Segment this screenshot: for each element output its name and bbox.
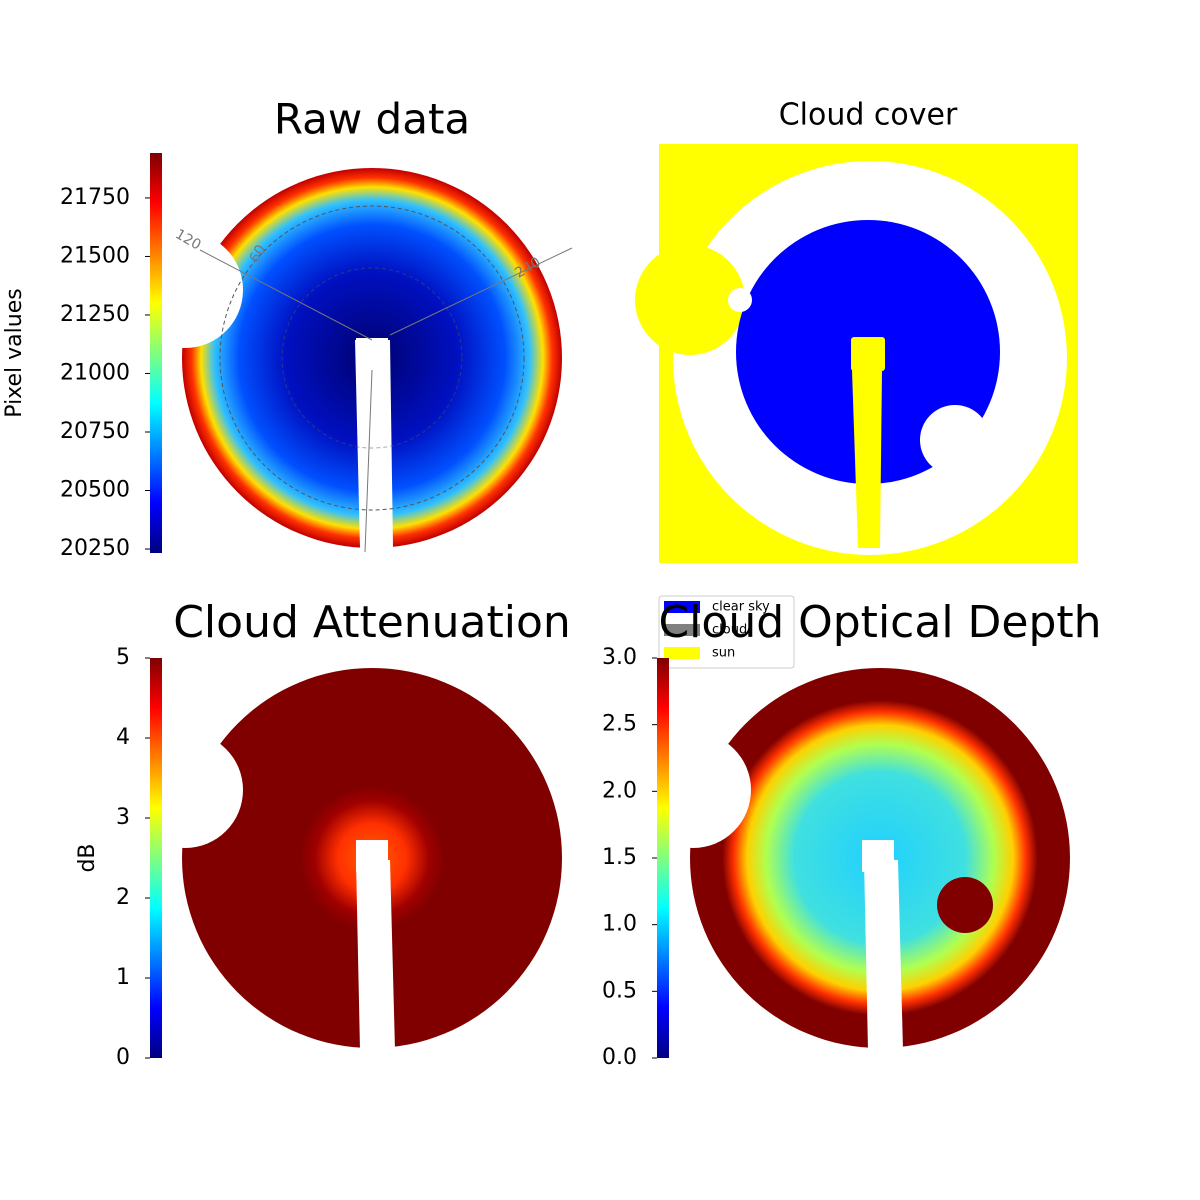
- colorbar-tick-label: 1: [116, 965, 130, 990]
- colorbar-tick-label: 21250: [60, 302, 130, 327]
- colorbar-tick-label: 0.5: [602, 978, 637, 1003]
- chart-title: Cloud Attenuation: [173, 597, 571, 648]
- colorbar-tick-label: 0: [116, 1045, 130, 1070]
- optical-depth-image: [635, 668, 1070, 1050]
- colorbar-tick-label: 4: [116, 725, 130, 750]
- legend-label: sun: [712, 646, 735, 661]
- colorbar-tick-label: 20750: [60, 419, 130, 444]
- colorbar: [150, 658, 162, 1058]
- colorbar: [657, 658, 669, 1058]
- colorbar: [150, 153, 162, 553]
- legend-label: cloud: [712, 623, 747, 638]
- legend-label: clear sky: [712, 600, 770, 615]
- colorbar-tick-label: 21000: [60, 360, 130, 385]
- chart-title: Cloud cover: [779, 98, 958, 133]
- colorbar-tick-label: 2.0: [602, 778, 637, 803]
- chart-title: Cloud Optical Depth: [658, 597, 1101, 648]
- colorbar-tick-label: 21500: [60, 243, 130, 268]
- raw-image: [127, 168, 573, 553]
- colorbar-tick-label: 0.0: [602, 1045, 637, 1070]
- legend-swatch: [664, 647, 700, 659]
- colorbar-tick-label: 2.5: [602, 712, 637, 737]
- colorbar-tick-label: 20250: [60, 536, 130, 561]
- legend-swatch: [664, 624, 700, 636]
- colorbar-tick-label: 1.5: [602, 845, 637, 870]
- colorbar-tick-label: 3.0: [602, 645, 637, 670]
- colorbar-tick-label: 20500: [60, 478, 130, 503]
- colorbar-tick-label: 2: [116, 885, 130, 910]
- colorbar-tick-label: 1.0: [602, 912, 637, 937]
- colorbar-tick-label: 5: [116, 645, 130, 670]
- chart-title: Raw data: [274, 95, 470, 144]
- cloud-cover-image: [635, 144, 1078, 563]
- colorbar-label: dB: [75, 843, 100, 872]
- legend-swatch: [664, 601, 700, 613]
- polar-label: 60: [247, 242, 270, 265]
- colorbar-label: Pixel values: [2, 288, 27, 417]
- colorbar-tick-label: 21750: [60, 185, 130, 210]
- colorbar-tick-label: 3: [116, 805, 130, 830]
- attenuation-image: [127, 668, 562, 1050]
